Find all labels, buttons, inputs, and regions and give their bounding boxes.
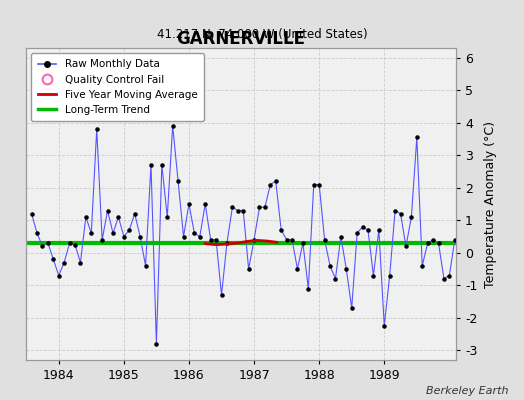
Point (43, 240, 52, 246)
Point (412, 134, 421, 140)
Point (271, 178, 280, 184)
Point (407, 214, 416, 220)
Point (54, 272, 63, 279)
Point (369, 272, 378, 279)
Point (87, 230, 95, 236)
Point (375, 227, 383, 233)
Point (423, 240, 432, 246)
Point (147, 162, 155, 168)
Point (136, 233, 144, 240)
Point (77, 259, 85, 266)
Point (239, 207, 247, 214)
Y-axis label: Temperature Anomaly (°C): Temperature Anomaly (°C) (484, 120, 497, 288)
Point (261, 204, 269, 210)
Point (337, 233, 345, 240)
Point (440, 276, 448, 282)
Point (462, 233, 470, 240)
Point (402, 243, 410, 250)
Text: Berkeley Earth: Berkeley Earth (426, 386, 508, 396)
Point (391, 207, 399, 214)
Point (277, 227, 286, 233)
Point (288, 236, 296, 243)
Point (331, 276, 340, 282)
Point (60, 259, 68, 266)
Point (38, 243, 47, 250)
Point (244, 266, 253, 272)
Point (342, 266, 351, 272)
Point (456, 236, 464, 243)
Point (320, 236, 329, 243)
Point (347, 305, 356, 311)
Point (364, 227, 372, 233)
Point (206, 236, 215, 243)
Point (217, 292, 226, 298)
Point (250, 236, 258, 243)
Point (282, 236, 291, 243)
Point (353, 230, 362, 236)
Point (185, 201, 193, 207)
Point (212, 236, 220, 243)
Point (125, 227, 134, 233)
Point (169, 123, 177, 129)
Point (114, 214, 123, 220)
Point (71, 242, 79, 248)
Point (299, 240, 307, 246)
Point (201, 201, 210, 207)
Point (315, 181, 323, 188)
Point (234, 207, 242, 214)
Point (310, 181, 318, 188)
Point (174, 178, 182, 184)
Point (434, 240, 443, 246)
Point (358, 224, 367, 230)
Point (27, 210, 36, 217)
Point (326, 262, 334, 269)
Point (396, 210, 405, 217)
Point (255, 204, 264, 210)
Text: 41.217 N, 74.000 W (United States): 41.217 N, 74.000 W (United States) (157, 28, 367, 41)
Point (98, 236, 106, 243)
Point (451, 236, 459, 243)
Point (93, 126, 101, 132)
Point (141, 262, 150, 269)
Point (445, 272, 454, 279)
Point (82, 214, 90, 220)
Point (418, 262, 427, 269)
Point (304, 285, 312, 292)
Point (152, 340, 160, 347)
Point (33, 230, 41, 236)
Point (163, 214, 171, 220)
Point (130, 210, 139, 217)
Point (223, 240, 231, 246)
Point (467, 233, 475, 240)
Point (103, 207, 112, 214)
Point (119, 233, 128, 240)
Point (179, 233, 188, 240)
Point (190, 230, 199, 236)
Point (266, 181, 275, 188)
Point (386, 272, 394, 279)
Title: GARNERVILLE: GARNERVILLE (177, 30, 305, 48)
Point (66, 240, 74, 246)
Point (293, 266, 302, 272)
Point (429, 236, 438, 243)
Point (109, 230, 117, 236)
Point (195, 233, 204, 240)
Point (380, 323, 388, 329)
Point (49, 256, 58, 262)
Point (158, 162, 166, 168)
Legend: Raw Monthly Data, Quality Control Fail, Five Year Moving Average, Long-Term Tren: Raw Monthly Data, Quality Control Fail, … (31, 53, 204, 121)
Point (228, 204, 236, 210)
